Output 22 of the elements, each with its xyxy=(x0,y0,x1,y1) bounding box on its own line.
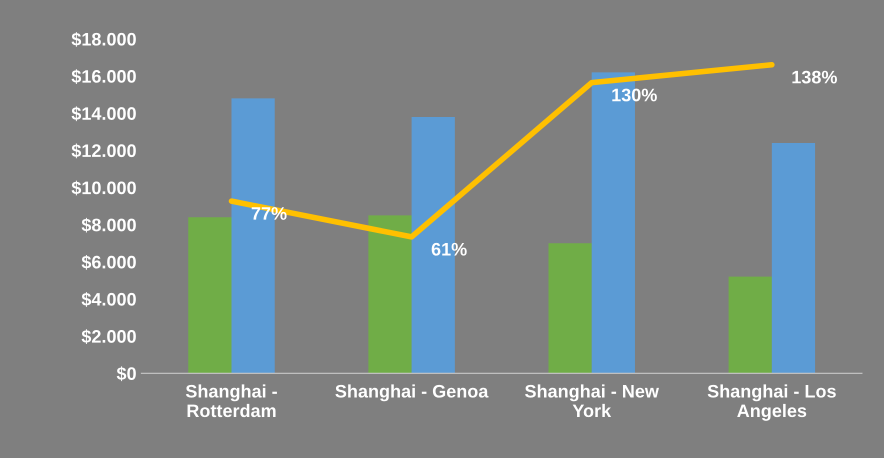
x-tick-label: Shanghai - Genoa xyxy=(335,384,488,402)
y-tick-label: $10.000 xyxy=(72,180,136,196)
data-label: 130% xyxy=(612,88,657,102)
x-tick-label: Shanghai - Rotterdam xyxy=(186,384,277,418)
x-tick-label: Shanghai - New York xyxy=(525,384,659,418)
bar xyxy=(772,142,816,374)
y-tick-label: $16.000 xyxy=(72,69,136,84)
bar xyxy=(368,215,412,374)
data-label: 61% xyxy=(432,242,467,256)
bar xyxy=(548,243,592,374)
y-tick-label: $4.000 xyxy=(82,292,136,307)
y-tick-label: $18.000 xyxy=(72,32,136,47)
bar xyxy=(188,217,232,374)
y-tick-label: $8.000 xyxy=(82,218,136,233)
y-tick-label: $14.000 xyxy=(72,106,136,122)
bar xyxy=(728,276,772,374)
x-tick-label: Shanghai - Los Angeles xyxy=(708,384,836,421)
data-label: 138% xyxy=(792,70,837,84)
y-tick-label: $0 xyxy=(116,366,136,382)
y-tick-label: $6.000 xyxy=(82,254,136,270)
y-tick-label: $12.000 xyxy=(72,144,136,158)
y-tick-label: $2.000 xyxy=(82,329,136,344)
